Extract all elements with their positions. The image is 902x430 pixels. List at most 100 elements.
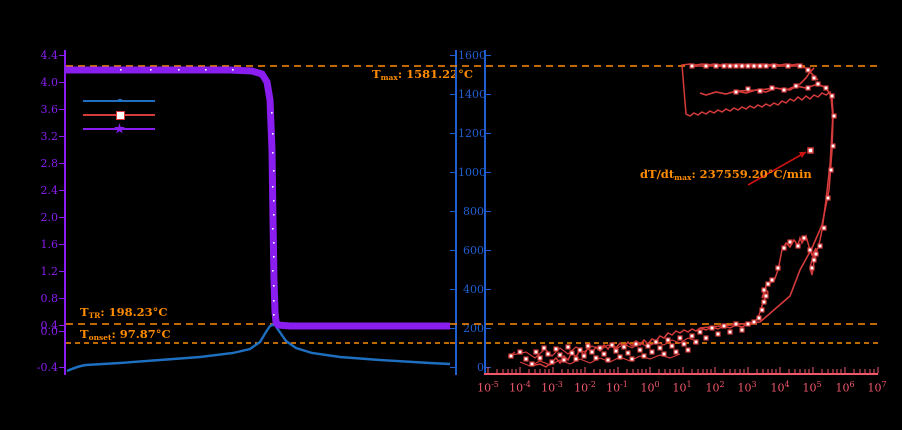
left-ytick-label: 2.0 <box>40 211 59 224</box>
right-y-tick <box>450 289 455 290</box>
left-y-tick <box>59 190 64 191</box>
right-ytick-label: 1000 <box>458 166 486 179</box>
t-tr-annotation: TTR: 198.23°C <box>80 306 168 322</box>
left-panel: 4.4 4.0 3.6 3.2 2.8 2.4 2.0 1.6 1.2 0.8 … <box>0 0 473 430</box>
right-ytick-label: 1600 <box>458 49 486 62</box>
t-tr-symbol: T <box>80 305 89 319</box>
t-max-symbol: T <box>372 67 381 81</box>
left-ytick-label: 2.4 <box>40 184 59 197</box>
left-y-tick <box>59 217 64 218</box>
right-y-tick <box>450 328 455 329</box>
right-x-axis-spine <box>484 373 878 375</box>
left-ytick-label: 0.4 <box>40 319 59 332</box>
right-xtick-label: 10-5 <box>477 380 499 395</box>
temperature-purple-curve <box>66 66 450 330</box>
right-ytick-label: 1400 <box>458 88 486 101</box>
right-y-tick-inner <box>486 289 491 290</box>
right-xtick-label: 103 <box>737 380 757 395</box>
right-ytick-label: 1200 <box>458 127 486 140</box>
t-onset-subscript: onset <box>88 333 112 342</box>
legend-marker-star <box>114 123 125 134</box>
left-y-tick <box>59 82 64 83</box>
t-tr-subscript: TR <box>88 311 101 320</box>
right-xtick-label: 106 <box>835 380 855 395</box>
right-y-axis-label-spine <box>455 50 457 375</box>
left-legend <box>83 94 155 136</box>
left-y-tick <box>59 298 64 299</box>
right-y-axis-plot-spine <box>484 50 486 375</box>
right-xtick-label: 102 <box>705 380 725 395</box>
left-ytick-label: 2.8 <box>40 157 59 170</box>
legend-entry-red[interactable] <box>83 108 155 122</box>
left-ytick-label: 4.0 <box>40 76 59 89</box>
right-xtick-label: 10-1 <box>606 380 628 395</box>
right-y-tick <box>450 172 455 173</box>
left-y-axis-spine <box>64 50 66 375</box>
left-y-tick <box>59 367 64 368</box>
right-ytick-label: 400 <box>463 283 484 296</box>
right-y-tick <box>450 94 455 95</box>
t-max-annotation: Tmax: 1581.22°C <box>372 68 473 84</box>
left-y-tick <box>59 244 64 245</box>
dtdt-annotation-arrow <box>747 151 807 186</box>
left-ytick-label: 3.2 <box>40 130 59 143</box>
right-ytick-label: 200 <box>463 322 484 335</box>
right-y-tick-inner <box>486 55 491 56</box>
right-xtick-label: 10-3 <box>541 380 563 395</box>
right-xtick-label: 10-4 <box>509 380 531 395</box>
right-y-tick <box>450 133 455 134</box>
temperature-purple-markers <box>271 112 275 316</box>
right-xtick-label: 105 <box>802 380 822 395</box>
right-xtick-label: 107 <box>867 380 887 395</box>
left-ytick-label: 0.8 <box>40 292 59 305</box>
t-onset-value: : 97.87°C <box>111 327 171 341</box>
dtdt-arrow-head <box>799 152 806 158</box>
right-y-tick <box>450 250 455 251</box>
right-y-tick-inner <box>486 211 491 212</box>
left-y-tick <box>59 331 64 332</box>
right-y-tick-inner <box>486 250 491 251</box>
right-xtick-label: 100 <box>640 380 660 395</box>
right-xtick-label: 104 <box>770 380 790 395</box>
right-ytick-label: 600 <box>463 244 484 257</box>
right-y-tick-inner <box>486 328 491 329</box>
legend-marker-square <box>116 111 125 120</box>
legend-entry-purple[interactable] <box>83 122 155 136</box>
left-ytick-label: 3.6 <box>40 103 59 116</box>
right-y-tick-inner <box>486 133 491 134</box>
right-y-tick <box>450 211 455 212</box>
rate-blue-curve <box>66 323 451 373</box>
right-y-tick <box>450 367 455 368</box>
left-ytick-label: 0.0 <box>40 325 59 338</box>
right-xtick-label: 10-2 <box>574 380 596 395</box>
right-xtick-label: 101 <box>672 380 692 395</box>
right-y-tick <box>450 55 455 56</box>
right-x-minor-ticks <box>487 367 879 373</box>
legend-marker-dot <box>118 99 122 102</box>
left-ytick-label: 1.2 <box>40 265 59 278</box>
right-y-tick-inner <box>486 172 491 173</box>
right-ytick-label: 800 <box>463 205 484 218</box>
trajectory-line <box>529 63 834 368</box>
dtdt-subscript: max <box>674 173 692 182</box>
left-y-tick <box>59 136 64 137</box>
t-onset-symbol: T <box>80 327 89 341</box>
t-max-value: : 1581.22°C <box>397 67 474 81</box>
t-max-subscript: max <box>380 73 398 82</box>
left-y-tick <box>59 325 64 326</box>
trajectory-markers <box>508 63 837 367</box>
dtdt-value: : 237559.20°C/min <box>691 167 812 181</box>
left-y-tick <box>59 163 64 164</box>
left-y-tick <box>59 271 64 272</box>
legend-entry-blue[interactable] <box>83 94 155 108</box>
t-onset-annotation: Tonset: 97.87°C <box>80 328 171 344</box>
temperature-plateau-markers <box>120 69 234 71</box>
dtdt-symbol: dT/dt <box>640 167 675 181</box>
left-plot-area <box>66 65 451 373</box>
right-y-tick-inner <box>486 94 491 95</box>
right-ytick-label: 0 <box>477 361 484 374</box>
left-ytick-label: 1.6 <box>40 238 59 251</box>
